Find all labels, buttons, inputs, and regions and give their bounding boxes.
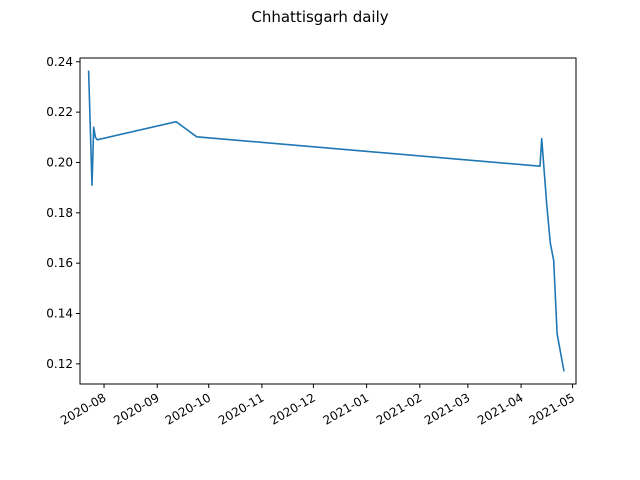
x-tick-label: 2021-01	[321, 390, 371, 427]
y-axis: 0.12 0.14 0.16 0.18 0.20 0.22 0.24	[46, 55, 80, 371]
x-axis: 2020-08 2020-09 2020-10 2020-11 2020-12 2021-…	[58, 384, 577, 428]
series-layer	[87, 70, 565, 372]
chart-title: Chhattisgarh daily	[251, 8, 388, 26]
x-tick-label: 2020-11	[216, 390, 266, 427]
x-tick-label: 2021-05	[527, 390, 577, 427]
y-tick-label: 0.18	[46, 206, 73, 220]
axes-frame	[79, 57, 577, 385]
y-tick-label: 0.16	[46, 256, 73, 270]
y-tick-label: 0.12	[46, 357, 73, 371]
plot-area: 2020-08 2020-09 2020-10 2020-11 2020-12 2021-…	[46, 55, 577, 428]
x-tick-label: 2020-09	[111, 390, 161, 427]
x-tick-label: 2021-02	[374, 390, 424, 427]
x-tick-label: 2021-04	[475, 390, 525, 427]
y-tick-label: 0.14	[46, 307, 73, 321]
x-tick-label: 2021-03	[422, 390, 472, 427]
series-line	[87, 70, 565, 372]
x-tick-label: 2020-12	[267, 390, 317, 427]
x-tick-label: 2020-10	[163, 390, 213, 427]
x-tick-label: 2020-08	[58, 390, 108, 427]
y-tick-label: 0.24	[46, 55, 73, 69]
y-tick-label: 0.22	[46, 105, 73, 119]
y-tick-label: 0.20	[46, 155, 73, 169]
